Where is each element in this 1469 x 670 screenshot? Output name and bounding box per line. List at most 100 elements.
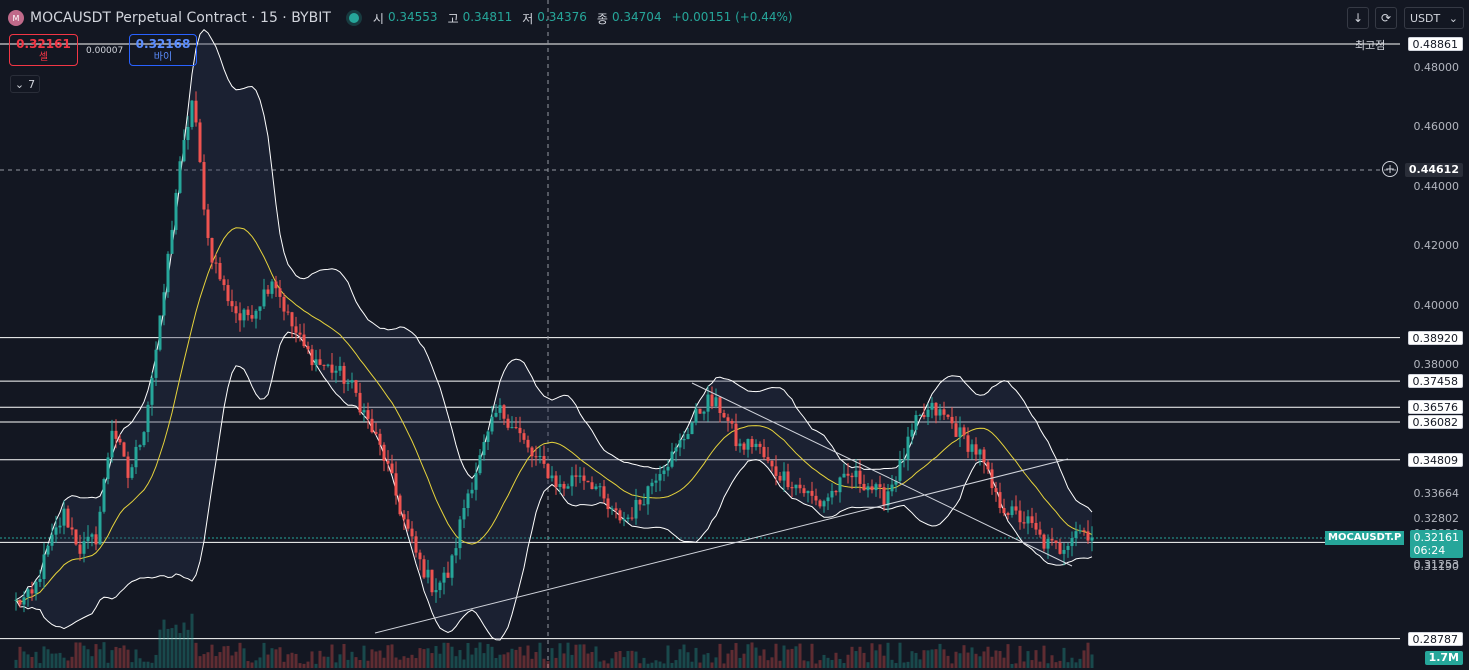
- candle-body: [714, 397, 718, 407]
- candle-body: [22, 597, 26, 605]
- volume-bar: [322, 656, 326, 668]
- candle-body: [458, 519, 462, 549]
- add-alert-icon[interactable]: +: [1382, 161, 1398, 177]
- candle-body: [922, 415, 926, 417]
- candle-body: [1062, 549, 1066, 554]
- volume-bar: [334, 662, 338, 668]
- volume-bar: [326, 656, 330, 668]
- volume-bar: [994, 650, 998, 668]
- volume-bar: [634, 651, 638, 668]
- candle-body: [482, 441, 486, 456]
- sell-button[interactable]: 0.32161 셀: [9, 34, 78, 66]
- candle-body: [382, 444, 386, 461]
- candle-body: [138, 445, 142, 447]
- volume-bar: [814, 663, 818, 668]
- candle-body: [278, 288, 282, 297]
- candle-body: [286, 311, 290, 313]
- candle-body: [170, 229, 174, 254]
- volume-bar: [742, 653, 746, 668]
- candle-body: [902, 459, 906, 461]
- candle-body: [530, 447, 534, 457]
- volume-bar: [138, 658, 142, 668]
- volume-bar: [154, 654, 158, 668]
- candle-body: [478, 455, 482, 474]
- candle-body: [1034, 522, 1038, 530]
- symbol-title[interactable]: MOCAUSDT Perpetual Contract · 15 · BYBIT: [30, 10, 331, 26]
- volume-bar: [1026, 651, 1030, 668]
- candle-body: [122, 442, 126, 457]
- download-button[interactable]: ↓: [1347, 7, 1369, 29]
- volume-bar: [506, 652, 510, 668]
- candle-body: [1070, 537, 1074, 547]
- volume-bar: [130, 662, 134, 668]
- candle-body: [270, 281, 274, 294]
- volume-bar: [614, 652, 618, 668]
- candle-body: [918, 415, 922, 417]
- volume-bar: [110, 650, 114, 668]
- volume-bar: [682, 644, 686, 668]
- refresh-button[interactable]: ⟳: [1375, 7, 1397, 29]
- volume-bar: [646, 663, 650, 668]
- volume-bar: [90, 656, 94, 668]
- volume-bar: [798, 643, 802, 668]
- candle-body: [298, 332, 302, 335]
- volume-bar: [938, 643, 942, 668]
- candle-body: [754, 443, 758, 448]
- currency-select[interactable]: USDT ⌄: [1404, 7, 1464, 29]
- candle-body: [946, 414, 950, 417]
- indicators-toggle[interactable]: ⌄ 7: [10, 75, 40, 93]
- candle-body: [874, 484, 878, 491]
- candle-body: [614, 508, 618, 511]
- volume-bar: [14, 659, 18, 668]
- candle-body: [34, 581, 38, 594]
- volume-bar: [290, 652, 294, 668]
- volume-bar: [438, 653, 442, 668]
- volume-bar: [1014, 663, 1018, 668]
- volume-bar: [274, 649, 278, 668]
- volume-bar: [366, 660, 370, 668]
- candle-body: [554, 475, 558, 488]
- arrow-down-icon: ↓: [1352, 11, 1364, 25]
- volume-bar: [770, 657, 774, 668]
- volume-bar: [658, 661, 662, 668]
- candle-body: [906, 436, 910, 460]
- candle-body: [290, 312, 294, 327]
- candle-body: [950, 416, 954, 424]
- volume-bar: [406, 657, 410, 668]
- candle-body: [910, 429, 914, 437]
- volume-bar: [566, 642, 570, 668]
- candle-body: [266, 289, 270, 294]
- volume-bar: [882, 655, 886, 668]
- volume-bar: [650, 662, 654, 668]
- volume-bar: [522, 655, 526, 668]
- candle-body: [846, 473, 850, 476]
- volume-bar: [330, 644, 334, 668]
- buy-button[interactable]: 0.32168 바이: [129, 34, 197, 66]
- refresh-icon: ⟳: [1380, 11, 1392, 25]
- volume-bar: [150, 662, 154, 668]
- volume-bar: [246, 661, 250, 668]
- candle-body: [982, 449, 986, 463]
- candle-body: [322, 364, 326, 366]
- candle-body: [398, 495, 402, 515]
- candle-body: [658, 474, 662, 481]
- volume-bar: [174, 624, 178, 668]
- candle-body: [954, 423, 958, 437]
- volume-bar: [474, 647, 478, 668]
- axis-tick-label: 0.48000: [1413, 61, 1460, 74]
- volume-bar: [954, 651, 958, 668]
- volume-bar: [362, 645, 366, 668]
- candle-body: [610, 508, 614, 510]
- candle-body: [690, 422, 694, 435]
- volume-bar: [338, 654, 342, 668]
- bollinger-fill: [16, 29, 1092, 640]
- candle-body: [842, 473, 846, 478]
- candle-body: [694, 408, 698, 423]
- low-label: 저: [522, 11, 534, 26]
- candle-body: [154, 349, 158, 378]
- candle-body: [446, 572, 450, 578]
- volume-bar: [866, 662, 870, 668]
- candle-body: [66, 508, 70, 528]
- candle-body: [114, 430, 118, 439]
